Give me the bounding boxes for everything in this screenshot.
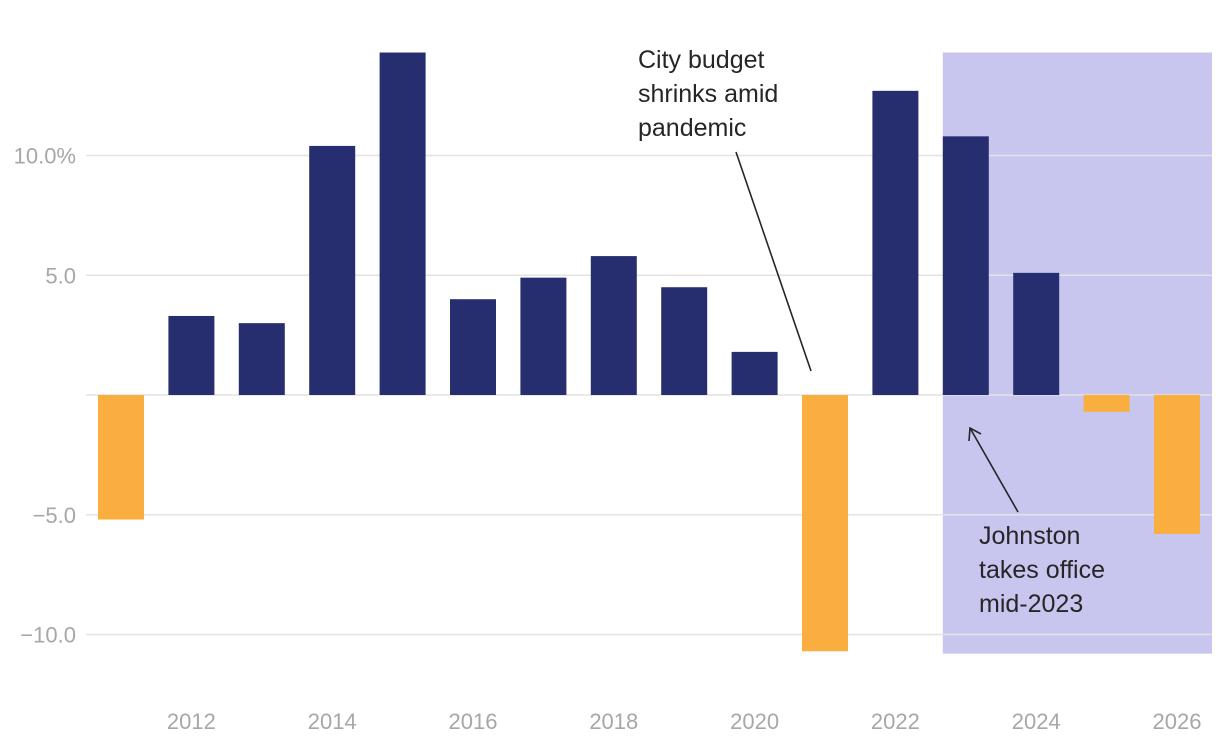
bar-2021 (802, 395, 848, 652)
annotation-johnston: Johnston takes office mid-2023 (979, 522, 1105, 618)
bar-2022 (872, 90, 919, 396)
bar-2014 (309, 145, 356, 395)
x-tick-label: 2012 (167, 709, 216, 734)
bar-2017 (520, 277, 567, 395)
bar-2012 (168, 315, 215, 395)
annotation-line: City budget (638, 46, 765, 74)
annotation-line: shrinks amid (638, 80, 778, 108)
arrowhead-icon (968, 426, 982, 442)
x-tick-label: 2016 (449, 709, 498, 734)
annotation-pandemic: City budget shrinks amid pandemic (638, 46, 778, 142)
y-tick-label: −5.0 (33, 503, 76, 528)
bar-2018 (590, 256, 637, 395)
bar-2019 (661, 287, 708, 395)
x-tick-label: 2018 (589, 709, 638, 734)
y-tick-label: 5.0 (45, 263, 76, 288)
annotation-johnston-leader (969, 427, 1019, 513)
x-tick-label: 2020 (730, 709, 779, 734)
x-tick-label: 2022 (871, 709, 920, 734)
y-tick-label: −10.0 (20, 623, 76, 648)
x-tick-label: 2026 (1153, 709, 1202, 734)
annotation-line: mid-2023 (979, 590, 1083, 618)
bar-2024 (1013, 272, 1060, 395)
x-tick-label: 2014 (308, 709, 357, 734)
bar-2023 (942, 136, 989, 395)
annotation-pandemic-leader (735, 151, 812, 372)
bar-2020 (731, 351, 778, 395)
annotation-line: pandemic (638, 114, 746, 142)
annotation-line: takes office (979, 556, 1105, 584)
annotation-line: Johnston (979, 522, 1080, 550)
x-tick-label: 2024 (1012, 709, 1061, 734)
bar-2025 (1083, 395, 1130, 412)
bar-2015 (379, 52, 426, 395)
bar-2026 (1154, 395, 1200, 534)
bar-2016 (450, 299, 496, 395)
bar-2011 (98, 395, 144, 520)
bar-2013 (238, 323, 285, 395)
y-tick-label: 10.0% (14, 144, 76, 169)
